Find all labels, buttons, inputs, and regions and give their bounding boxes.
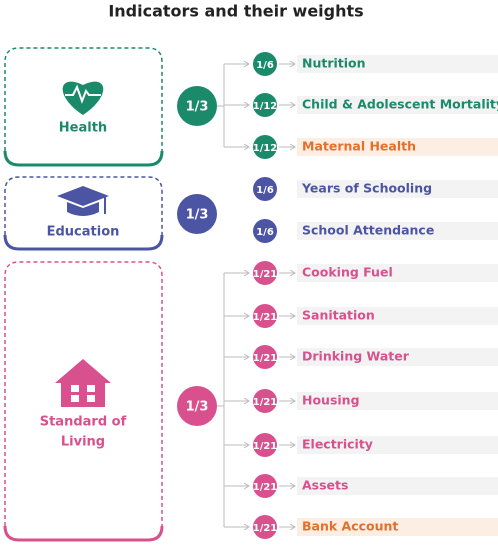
indicator-weight: 1/21: [253, 269, 278, 280]
arrow-head: [243, 101, 250, 109]
arrow-head: [289, 523, 296, 531]
indicator-label: Electricity: [302, 437, 373, 452]
group-weight: 1/3: [186, 208, 209, 223]
indicator-label: Bank Account: [302, 519, 398, 534]
group-weight-circle: [177, 86, 217, 126]
indicator-weight-circle: [253, 433, 277, 457]
indicator-weight-circle: [253, 219, 277, 243]
indicator-label: Housing: [302, 393, 360, 408]
window: [71, 395, 79, 402]
window: [87, 385, 95, 392]
indicator-label: Drinking Water: [302, 349, 410, 364]
indicator-label: Maternal Health: [302, 139, 416, 154]
arrow-head: [289, 101, 296, 109]
group-box-bottom: [3, 525, 164, 542]
group-weight: 1/3: [186, 400, 209, 415]
indicator-label: Nutrition: [302, 56, 366, 71]
indicator-weight-circle: [253, 304, 277, 328]
arrow-head: [243, 482, 250, 490]
indicator-bg: [297, 222, 498, 240]
indicator-weight: 1/6: [256, 185, 274, 196]
arrow-head: [289, 143, 296, 151]
indicator-weight: 1/21: [253, 312, 278, 323]
indicator-weight: 1/21: [253, 353, 278, 364]
arrow-head: [289, 353, 296, 361]
indicator-bg: [297, 518, 498, 536]
indicator-bg: [297, 55, 498, 73]
indicator-weight-circle: [253, 93, 277, 117]
arrow-head: [243, 353, 250, 361]
arrow-head: [289, 482, 296, 490]
indicator-bg: [297, 307, 498, 325]
arrow-head: [243, 269, 250, 277]
indicator-weight-circle: [253, 474, 277, 498]
indicator-bg: [297, 392, 498, 410]
indicator-bg: [297, 138, 498, 156]
pulse-line: [65, 84, 101, 104]
indicator-label: Years of Schooling: [301, 181, 432, 196]
indicator-label: Cooking Fuel: [302, 265, 393, 280]
cap-icon: [57, 186, 109, 206]
indicator-weight: 1/21: [253, 482, 278, 493]
group-weight-circle: [177, 386, 217, 426]
indicator-weight: 1/21: [253, 397, 278, 408]
title: Indicators and their weights: [108, 2, 363, 21]
window: [71, 385, 79, 392]
arrow-head: [243, 397, 250, 405]
indicator-label: School Attendance: [302, 223, 434, 238]
indicator-weight-circle: [253, 345, 277, 369]
arrow-head: [243, 60, 250, 68]
indicator-weight-circle: [253, 261, 277, 285]
indicator-bg: [297, 436, 498, 454]
indicator-label: Sanitation: [302, 308, 375, 323]
group-box-bottom: [3, 234, 164, 251]
cap-base: [67, 202, 99, 216]
indicator-bg: [297, 348, 498, 366]
indicator-weight: 1/6: [256, 227, 274, 238]
window: [87, 395, 95, 402]
arrow-head: [289, 312, 296, 320]
indicator-weight: 1/21: [253, 441, 278, 452]
group-name: Living: [61, 435, 105, 450]
house-icon: [55, 359, 111, 407]
indicator-bg: [297, 96, 498, 114]
arrow-head: [289, 269, 296, 277]
indicator-bg: [297, 477, 498, 495]
indicator-weight-circle: [253, 52, 277, 76]
arrow-head: [243, 312, 250, 320]
indicator-weight: 1/6: [256, 60, 274, 71]
group-box: [4, 261, 163, 526]
arrow-head: [289, 441, 296, 449]
group-name: Education: [47, 225, 120, 240]
indicator-label: Child & Adolescent Mortality: [302, 97, 498, 112]
arrow-head: [243, 143, 250, 151]
indicator-label: Assets: [302, 478, 348, 493]
group-box-bottom: [3, 150, 164, 167]
group-name: Standard of: [40, 415, 127, 430]
indicator-weight: 1/21: [253, 523, 278, 534]
indicator-bg: [297, 264, 498, 282]
arrow-head: [289, 397, 296, 405]
group-weight-circle: [177, 194, 217, 234]
group-name: Health: [59, 121, 107, 136]
arrow-head: [289, 60, 296, 68]
indicator-bg: [297, 180, 498, 198]
indicator-weight-circle: [253, 515, 277, 539]
arrow-head: [243, 441, 250, 449]
indicator-weight: 1/12: [253, 101, 278, 112]
group-box: [4, 176, 163, 235]
indicator-weight-circle: [253, 177, 277, 201]
arrow-head: [243, 523, 250, 531]
indicator-weight-circle: [253, 389, 277, 413]
group-box: [4, 47, 163, 151]
indicator-weight: 1/12: [253, 143, 278, 154]
indicator-weight-circle: [253, 135, 277, 159]
group-weight: 1/3: [186, 100, 209, 115]
